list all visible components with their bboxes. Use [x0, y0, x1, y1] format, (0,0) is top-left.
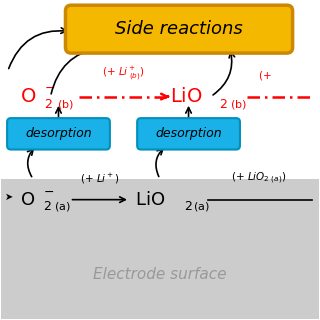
Text: $(+ \ Li^+_{\ (b)})$: $(+ \ Li^+_{\ (b)})$ [102, 65, 145, 82]
Text: $(+ \ Li^+)$: $(+ \ Li^+)$ [80, 172, 120, 186]
Text: $(+$: $(+$ [258, 69, 271, 82]
Text: $\mathregular{2}$: $\mathregular{2}$ [43, 200, 51, 213]
Text: desorption: desorption [25, 127, 92, 140]
Text: $\mathregular{O}$: $\mathregular{O}$ [20, 87, 37, 106]
Text: $\mathregular{2}$: $\mathregular{2}$ [44, 98, 53, 111]
Text: Electrode surface: Electrode surface [93, 267, 227, 282]
Text: desorption: desorption [155, 127, 222, 140]
Text: $\mathregular{2}$: $\mathregular{2}$ [184, 200, 192, 213]
Text: ➤: ➤ [4, 191, 13, 202]
Text: $\mathregular{(a)}$: $\mathregular{(a)}$ [54, 200, 70, 213]
Text: $\mathregular{O}$: $\mathregular{O}$ [20, 191, 36, 209]
Text: $\mathregular{LiO}$: $\mathregular{LiO}$ [170, 87, 202, 106]
FancyBboxPatch shape [66, 5, 292, 53]
Text: $\mathregular{(a)}$: $\mathregular{(a)}$ [193, 200, 210, 213]
Text: $\mathregular{2}$: $\mathregular{2}$ [219, 98, 227, 111]
Text: $\mathregular{-}$: $\mathregular{-}$ [44, 81, 55, 93]
FancyBboxPatch shape [137, 118, 240, 149]
Text: $\mathregular{-}$: $\mathregular{-}$ [43, 185, 54, 198]
Text: $\mathregular{(b)}$: $\mathregular{(b)}$ [57, 98, 74, 111]
FancyBboxPatch shape [1, 179, 319, 319]
Text: $\mathregular{LiO}$: $\mathregular{LiO}$ [135, 191, 165, 209]
Text: $(+ \ LiO_{2 \ (a)})$: $(+ \ LiO_{2 \ (a)})$ [231, 171, 286, 186]
FancyBboxPatch shape [7, 118, 110, 149]
Text: $\mathregular{(b)}$: $\mathregular{(b)}$ [230, 98, 247, 111]
Text: Side reactions: Side reactions [115, 20, 243, 38]
